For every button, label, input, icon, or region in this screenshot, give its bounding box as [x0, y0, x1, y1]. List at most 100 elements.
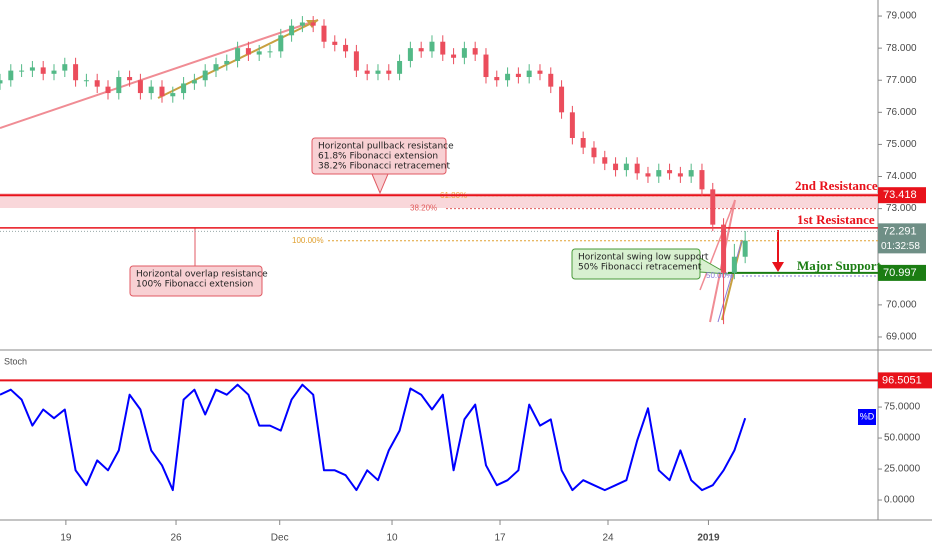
y-tick-label: 76.000 [886, 107, 917, 118]
fib-arrow [699, 199, 736, 291]
callout-text: Horizontal swing low support [578, 253, 709, 263]
candle-body [321, 25, 327, 42]
candle-body [332, 41, 338, 45]
candle-body [0, 80, 3, 84]
candle-body [721, 224, 727, 273]
y-tick-label: 50.0000 [884, 433, 921, 444]
candle-body [580, 138, 586, 148]
candle-body [289, 25, 295, 36]
candle-body [245, 48, 251, 55]
candle-body [202, 70, 208, 81]
candle-body [235, 48, 241, 61]
candle-body [451, 54, 457, 58]
candle-body [375, 70, 381, 74]
candle-body [256, 51, 262, 55]
y-tick-label: 69.000 [886, 332, 917, 343]
price-box [878, 223, 926, 254]
y-tick-label: 78.000 [886, 43, 917, 54]
candle-body [623, 163, 629, 171]
callout-text: 50% Fibonacci retracement [578, 263, 702, 273]
candle-body [515, 73, 521, 78]
callout-text: Horizontal pullback resistance [318, 142, 454, 152]
candle-body [505, 73, 511, 81]
candle-body [159, 86, 165, 97]
y-tick-label: 70.000 [886, 300, 917, 311]
level-name: 2nd Resistance [795, 178, 878, 193]
candle-body [278, 35, 284, 52]
callout-text: Horizontal overlap resistance [136, 270, 268, 280]
candle-body [299, 22, 305, 26]
level-price: 73.418 [883, 189, 917, 201]
candle-body [559, 86, 565, 113]
candle-body [537, 70, 543, 74]
candle-body [181, 83, 187, 94]
callout-box [311, 137, 447, 175]
level-name: Major Support [797, 258, 882, 273]
x-tick-label: 26 [170, 533, 182, 544]
candle-body [656, 170, 662, 177]
arrow-head [772, 262, 784, 272]
y-tick-label: 79.000 [886, 11, 917, 22]
candle-body [8, 70, 14, 81]
y-tick-label: 74.000 [886, 171, 917, 182]
stoch-level-box [878, 372, 932, 389]
fib-label: 100.00% [292, 236, 324, 245]
x-tick-label: 19 [60, 533, 72, 544]
y-tick-label: 25.0000 [884, 464, 921, 475]
candle-body [127, 77, 133, 81]
candle-body [602, 157, 608, 164]
candle-body [591, 147, 597, 158]
candle-body [353, 51, 359, 71]
candle-body [429, 41, 435, 52]
candle-body [19, 70, 25, 72]
candle-body [137, 80, 143, 94]
candle-body [267, 51, 273, 53]
x-tick-label: 24 [602, 533, 614, 544]
candle-body [742, 240, 748, 257]
candle-body [224, 60, 230, 65]
pane-title: Stoch [4, 356, 27, 366]
callout-box [571, 248, 701, 280]
candle-body [440, 41, 446, 55]
candle-body [364, 70, 370, 74]
candle-body [148, 86, 154, 94]
candle-body [699, 170, 705, 190]
candle-body [613, 163, 619, 171]
level-price-box [878, 187, 926, 204]
candle-body [731, 256, 737, 273]
resistance-zone [0, 193, 878, 208]
stoch-level-label: 96.5051 [882, 374, 922, 386]
candle-body [645, 173, 651, 177]
callout-box [129, 265, 263, 297]
candle-body [213, 64, 219, 71]
level-name: 1st Resistance [797, 212, 875, 227]
candle-body [343, 44, 349, 52]
price-value: 72.291 [883, 225, 917, 237]
level-price-box [878, 264, 926, 281]
y-tick-label: 73.000 [886, 203, 917, 214]
level-price: 70.997 [883, 267, 917, 279]
candle-body [483, 54, 489, 78]
candle-body [62, 64, 68, 71]
fib-label: 38.20% [410, 204, 437, 213]
candle-body [472, 48, 478, 55]
candle-body [634, 163, 640, 174]
candle-body [386, 70, 392, 74]
candle-body [407, 48, 413, 61]
candle-body [526, 70, 532, 78]
candle-body [83, 80, 89, 82]
y-tick-label: 75.000 [886, 139, 917, 150]
candle-body [191, 80, 197, 84]
y-tick-label: 0.0000 [884, 495, 915, 506]
candle-body [170, 93, 176, 97]
candle-body [29, 67, 35, 71]
legend-box [858, 409, 876, 425]
candle-body [418, 48, 424, 52]
callout-text: 61.8% Fibonacci extension [318, 152, 438, 162]
candle-body [569, 112, 575, 138]
countdown: 01:32:58 [881, 241, 920, 252]
candle-body [105, 86, 111, 94]
callout-text: 100% Fibonacci extension [136, 280, 253, 290]
x-tick-label: 10 [386, 533, 398, 544]
